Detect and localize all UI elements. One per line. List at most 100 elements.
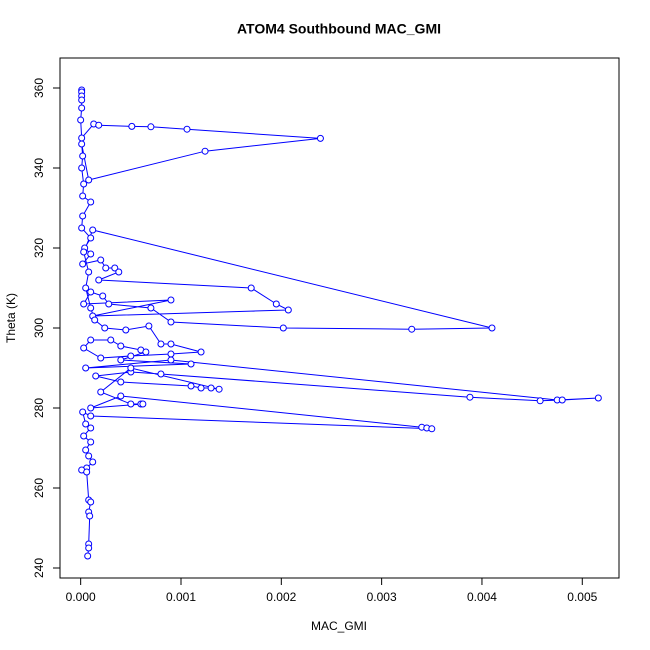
y-tick-label: 240 xyxy=(32,558,46,578)
data-point xyxy=(117,392,125,400)
data-point xyxy=(167,296,175,304)
data-point xyxy=(87,198,95,206)
data-point xyxy=(207,384,215,392)
data-point xyxy=(87,250,95,258)
data-point xyxy=(84,552,92,560)
data-point xyxy=(101,324,109,332)
y-tick-label: 320 xyxy=(32,238,46,258)
data-point xyxy=(77,116,85,124)
data-point xyxy=(78,134,86,142)
data-point xyxy=(316,134,324,142)
data-point xyxy=(78,164,86,172)
data-point xyxy=(87,404,95,412)
y-tick-label: 260 xyxy=(32,478,46,498)
data-point xyxy=(115,268,123,276)
data-point xyxy=(128,122,136,130)
y-tick-label: 280 xyxy=(32,398,46,418)
data-point xyxy=(95,121,103,129)
data-point xyxy=(147,304,155,312)
data-point xyxy=(102,264,110,272)
data-point xyxy=(79,192,87,200)
data-point xyxy=(558,396,566,404)
x-axis-label: MAC_GMI xyxy=(311,619,367,633)
data-point xyxy=(99,292,107,300)
data-point xyxy=(78,104,86,112)
data-point xyxy=(82,420,90,428)
data-point xyxy=(97,388,105,396)
data-point xyxy=(279,324,287,332)
data-point xyxy=(466,393,474,401)
data-point xyxy=(79,260,87,268)
data-point xyxy=(82,284,90,292)
data-point xyxy=(157,370,165,378)
y-tick-label: 300 xyxy=(32,318,46,338)
data-point xyxy=(85,176,93,184)
data-point xyxy=(87,412,95,420)
x-tick-label: 0.004 xyxy=(467,590,497,604)
x-tick-label: 0.001 xyxy=(166,590,196,604)
data-point xyxy=(87,438,95,446)
data-point xyxy=(147,123,155,131)
data-point xyxy=(488,324,496,332)
data-point xyxy=(187,360,195,368)
data-point xyxy=(157,340,165,348)
y-tick-label: 340 xyxy=(32,158,46,178)
data-point xyxy=(85,544,93,552)
y-tick-label: 360 xyxy=(32,78,46,98)
data-point xyxy=(105,300,113,308)
data-point xyxy=(78,140,86,148)
data-point xyxy=(87,336,95,344)
data-point xyxy=(80,248,88,256)
data-point xyxy=(111,264,119,272)
x-tick-label: 0.003 xyxy=(367,590,397,604)
data-point xyxy=(107,336,115,344)
data-point xyxy=(87,498,95,506)
data-point xyxy=(117,356,125,364)
data-point xyxy=(78,96,86,104)
data-line xyxy=(80,90,599,557)
plot-frame xyxy=(59,57,620,579)
data-point xyxy=(79,152,87,160)
data-point xyxy=(167,350,175,358)
x-tick-label: 0.000 xyxy=(66,590,96,604)
data-point xyxy=(408,325,416,333)
data-point xyxy=(594,394,602,402)
data-point xyxy=(91,316,99,324)
data-point xyxy=(89,458,97,466)
data-point xyxy=(428,425,436,433)
data-point xyxy=(80,180,88,188)
data-point xyxy=(201,147,209,155)
data-point xyxy=(80,344,88,352)
data-point xyxy=(187,382,195,390)
data-point xyxy=(87,288,95,296)
data-point xyxy=(97,256,105,264)
data-point xyxy=(536,397,544,405)
data-point xyxy=(85,268,93,276)
data-point xyxy=(86,512,94,520)
data-point xyxy=(117,342,125,350)
data-point xyxy=(87,424,95,432)
data-point xyxy=(215,385,223,393)
data-point xyxy=(142,348,150,356)
data-point xyxy=(89,226,97,234)
data-point xyxy=(82,364,90,372)
data-point xyxy=(183,125,191,133)
data-point xyxy=(167,340,175,348)
data-point xyxy=(87,304,95,312)
data-point xyxy=(87,234,95,242)
data-point xyxy=(272,300,280,308)
data-point xyxy=(117,378,125,386)
data-point xyxy=(79,212,87,220)
data-point xyxy=(122,326,130,334)
data-point xyxy=(127,400,135,408)
data-point xyxy=(139,400,147,408)
y-axis-label: Theta (K) xyxy=(4,293,18,343)
data-point xyxy=(82,446,90,454)
data-point xyxy=(145,322,153,330)
data-point xyxy=(284,306,292,314)
data-point xyxy=(85,452,93,460)
chart-title: ATOM4 Southbound MAC_GMI xyxy=(237,21,441,37)
data-point xyxy=(80,432,88,440)
data-point xyxy=(197,384,205,392)
